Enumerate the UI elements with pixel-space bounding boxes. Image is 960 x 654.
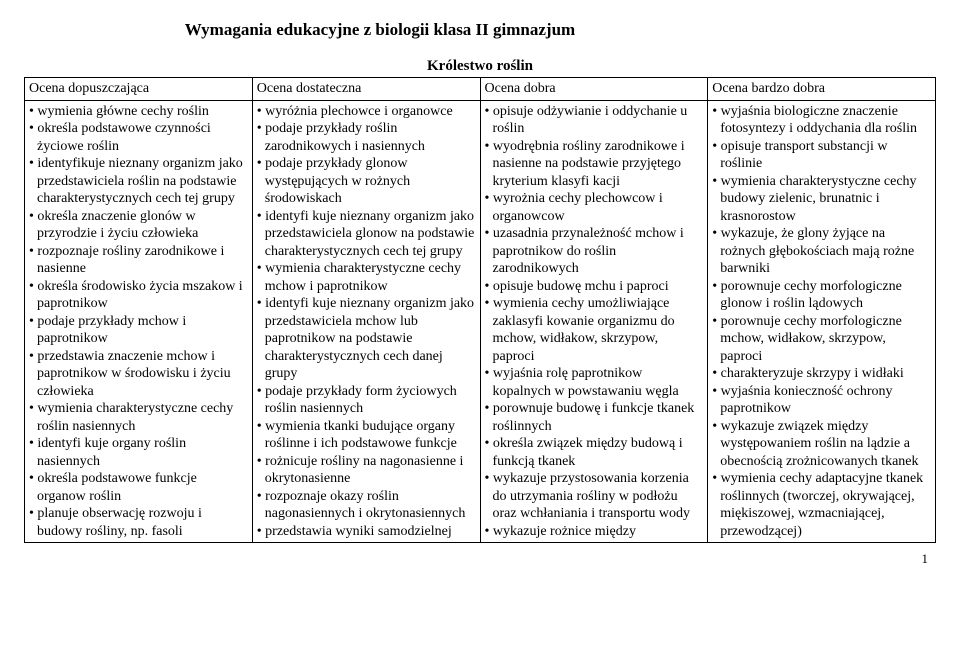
list-item: wymienia cechy umożliwiające zaklasyfi k… <box>485 295 704 365</box>
list-item: wyjaśnia biologiczne znaczenie fotosynte… <box>712 103 931 138</box>
list-item: wymienia charakterystyczne cechy mchow i… <box>257 260 476 295</box>
list-item: identyfi kuje nieznany organizm jako prz… <box>257 295 476 383</box>
list-item: wyjaśnia konieczność ochrony paprotnikow <box>712 383 931 418</box>
list-item: wymienia charakterystyczne cechy budowy … <box>712 173 931 226</box>
list-item: określa związek między budową i funkcją … <box>485 435 704 470</box>
cell-col-4: wyjaśnia biologiczne znaczenie fotosynte… <box>708 100 936 543</box>
list-item: wykazuje rożnice między <box>485 523 704 541</box>
list-item: podaje przykłady roślin zarodnikowych i … <box>257 120 476 155</box>
list-item: wymienia główne cechy roślin <box>29 103 248 121</box>
list-item: określa podstawowe funkcje organow rośli… <box>29 470 248 505</box>
list-item: określa środowisko życia mszakow i papro… <box>29 278 248 313</box>
list-col-3: opisuje odżywianie i oddychanie u roślin… <box>485 103 704 541</box>
list-item: uzasadnia przynależność mchow i paprotni… <box>485 225 704 278</box>
list-item: wykazuje, że glony żyjące na rożnych głę… <box>712 225 931 278</box>
list-item: podaje przykłady form życiowych roślin n… <box>257 383 476 418</box>
list-item: porownuje cechy morfologiczne mchow, wid… <box>712 313 931 366</box>
page-number: 1 <box>24 551 936 567</box>
cell-col-2: wyróżnia plechowce i organowcepodaje prz… <box>252 100 480 543</box>
list-item: rozpoznaje okazy roślin nagonasiennych i… <box>257 488 476 523</box>
list-col-1: wymienia główne cechy roślinokreśla pods… <box>29 103 248 541</box>
list-item: porownuje budowę i funkcje tkanek roślin… <box>485 400 704 435</box>
list-item: identyfi kuje nieznany organizm jako prz… <box>257 208 476 261</box>
list-item: charakteryzuje skrzypy i widłaki <box>712 365 931 383</box>
list-item: przedstawia znaczenie mchow i paprotniko… <box>29 348 248 401</box>
list-item: wymienia charakterystyczne cechy roślin … <box>29 400 248 435</box>
list-item: planuje obserwację rozwoju i budowy rośl… <box>29 505 248 540</box>
list-item: określa znaczenie glonów w przyrodzie i … <box>29 208 248 243</box>
list-item: wymienia tkanki budujące organy roślinne… <box>257 418 476 453</box>
header-cell: Ocena dopuszczająca <box>25 78 253 101</box>
list-item: podaje przykłady mchow i paprotnikow <box>29 313 248 348</box>
list-item: wykazuje przystosowania korzenia do utrz… <box>485 470 704 523</box>
list-item: rozpoznaje rośliny zarodnikowe i nasienn… <box>29 243 248 278</box>
header-cell: Ocena dobra <box>480 78 708 101</box>
list-item: wyodrębnia rośliny zarodnikowe i nasienn… <box>485 138 704 191</box>
page-subtitle: Królestwo roślin <box>24 58 936 75</box>
list-item: identyfi kuje organy roślin nasiennych <box>29 435 248 470</box>
page-title: Wymagania edukacyjne z biologii klasa II… <box>0 20 936 40</box>
header-cell: Ocena dostateczna <box>252 78 480 101</box>
list-col-4: wyjaśnia biologiczne znaczenie fotosynte… <box>712 103 931 541</box>
list-item: identyfikuje nieznany organizm jako prze… <box>29 155 248 208</box>
list-item: wyjaśnia rolę paprotnikow kopalnych w po… <box>485 365 704 400</box>
list-item: opisuje budowę mchu i paproci <box>485 278 704 296</box>
list-item: przedstawia wyniki samodzielnej <box>257 523 476 541</box>
list-item: wyróżnia plechowce i organowce <box>257 103 476 121</box>
list-item: podaje przykłady glonow występujących w … <box>257 155 476 208</box>
cell-col-1: wymienia główne cechy roślinokreśla pods… <box>25 100 253 543</box>
table-header-row: Ocena dopuszczająca Ocena dostateczna Oc… <box>25 78 936 101</box>
list-item: wyrożnia cechy plechowcow i organowcow <box>485 190 704 225</box>
list-item: określa podstawowe czynności życiowe roś… <box>29 120 248 155</box>
header-cell: Ocena bardzo dobra <box>708 78 936 101</box>
table-row: wymienia główne cechy roślinokreśla pods… <box>25 100 936 543</box>
list-item: porownuje cechy morfologiczne glonow i r… <box>712 278 931 313</box>
list-item: opisuje odżywianie i oddychanie u roślin <box>485 103 704 138</box>
list-item: wymienia cechy adaptacyjne tkanek roślin… <box>712 470 931 540</box>
cell-col-3: opisuje odżywianie i oddychanie u roślin… <box>480 100 708 543</box>
list-item: rożnicuje rośliny na nagonasienne i okry… <box>257 453 476 488</box>
list-item: wykazuje związek między występowaniem ro… <box>712 418 931 471</box>
list-col-2: wyróżnia plechowce i organowcepodaje prz… <box>257 103 476 541</box>
list-item: opisuje transport substancji w roślinie <box>712 138 931 173</box>
requirements-table: Ocena dopuszczająca Ocena dostateczna Oc… <box>24 77 936 543</box>
